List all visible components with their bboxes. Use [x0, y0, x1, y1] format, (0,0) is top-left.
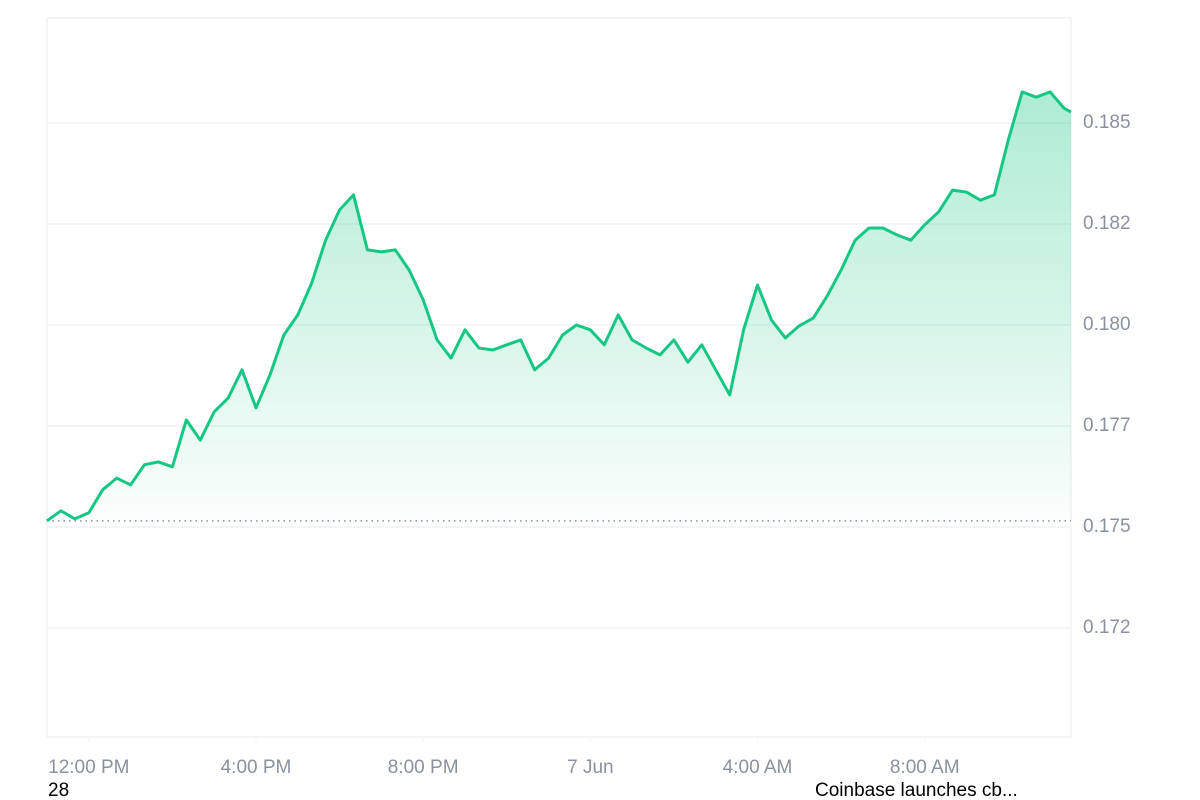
price-line — [46, 90, 1072, 523]
y-tick-label: 0.185 — [1083, 112, 1131, 133]
x-tick-label: 8:00 PM — [388, 757, 459, 778]
y-tick-label: 0.172 — [1083, 617, 1131, 638]
annotation: Coinbase launches cb... — [815, 780, 1018, 800]
y-tick-label: 0.182 — [1083, 213, 1131, 234]
x-tick-label: 4:00 PM — [221, 757, 292, 778]
x-tick-label: 12:00 PM — [48, 757, 129, 778]
x-tick-label: 7 Jun — [567, 757, 613, 778]
x-tick-label: 8:00 AM — [890, 757, 960, 778]
x-tick-label: 4:00 AM — [723, 757, 793, 778]
y-tick-label: 0.177 — [1083, 415, 1131, 436]
y-tick-label: 0.180 — [1083, 314, 1131, 335]
annotation: 28 — [48, 780, 69, 800]
area-fill — [47, 91, 1071, 521]
y-tick-label: 0.175 — [1083, 516, 1131, 537]
